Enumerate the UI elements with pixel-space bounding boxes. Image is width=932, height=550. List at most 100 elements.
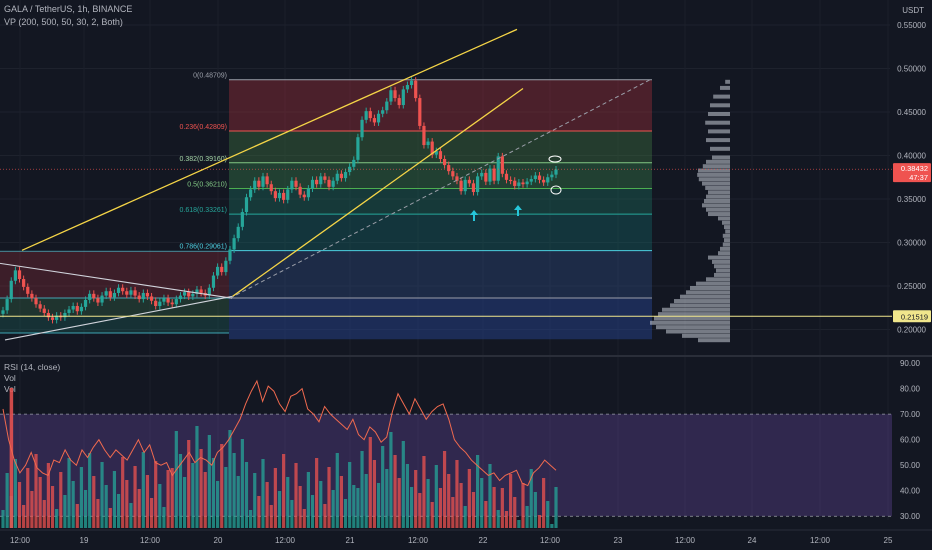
volume-bar — [475, 455, 480, 528]
rsi-tick-label: 30.00 — [900, 512, 921, 521]
candle-body — [302, 194, 306, 198]
volume-bar — [513, 497, 517, 528]
volume-bar — [104, 485, 108, 528]
volume-bar — [121, 457, 125, 528]
volume-bar — [141, 452, 145, 528]
volume-bar — [480, 478, 484, 528]
candle-body — [372, 118, 377, 123]
volume-bar — [409, 487, 414, 528]
volume-bar — [282, 454, 286, 528]
volume-profile-bar — [722, 233, 730, 238]
candle-body — [170, 302, 174, 305]
volume-profile-bar — [708, 190, 730, 195]
volume-bar — [240, 439, 244, 528]
volume-bar — [529, 469, 533, 528]
time-tick-label: 22 — [479, 536, 488, 545]
candle-body — [79, 306, 84, 312]
candle-body — [513, 180, 517, 186]
candle-body — [356, 137, 360, 160]
volume-bar — [389, 432, 393, 528]
candle-body — [409, 80, 414, 86]
candle-body — [517, 182, 521, 186]
ellipse-marker-icon — [548, 155, 562, 163]
candle-body — [467, 179, 471, 184]
volume-profile-bar — [712, 259, 730, 264]
time-tick-label: 25 — [884, 536, 893, 545]
volume-profile-bar — [708, 255, 730, 260]
volume-bar — [335, 453, 339, 528]
volume-bar — [191, 463, 195, 528]
volume-profile-bar — [697, 172, 730, 177]
volume-profile-bar — [713, 94, 730, 99]
candle-body — [294, 180, 298, 187]
candle-body — [30, 293, 34, 299]
volume-bar — [488, 464, 492, 528]
candle-body — [34, 298, 38, 305]
candle-body — [492, 168, 496, 181]
candle-body — [546, 177, 550, 183]
volume-bar — [442, 451, 447, 528]
volume-profile-bar — [720, 85, 730, 90]
volume-bar — [496, 510, 500, 528]
volume-profile-bar — [670, 303, 730, 308]
volume-bar — [471, 492, 476, 528]
candle-body — [529, 178, 533, 182]
price-tick-label: 0.20000 — [897, 326, 926, 335]
volume-profile-bar — [708, 129, 730, 134]
volume-bar — [447, 474, 451, 528]
fib-zone — [229, 188, 652, 215]
volume-profile-bar — [710, 103, 730, 108]
volume-bar — [533, 492, 537, 528]
volume-bar — [30, 491, 34, 528]
volume-bar — [1, 510, 5, 528]
volume-bar — [397, 478, 401, 528]
volume-bar — [125, 480, 129, 528]
candle-body — [187, 292, 191, 297]
candle-body — [389, 90, 393, 102]
candle-body — [174, 299, 178, 305]
candle-body — [104, 291, 108, 296]
candle-body — [22, 279, 26, 287]
candle-body — [405, 85, 410, 90]
volume-profile-bar — [725, 229, 730, 234]
volume-bar — [331, 490, 335, 528]
volume-profile-bar — [696, 281, 730, 286]
rsi-tick-label: 90.00 — [900, 359, 921, 368]
volume-bar — [525, 506, 529, 528]
price-tick-label: 0.45000 — [897, 108, 926, 117]
candle-body — [5, 299, 9, 311]
volume-bar — [137, 489, 141, 528]
volume-bar — [418, 493, 422, 528]
fib-trend-diagonal — [229, 79, 651, 299]
price-tick-label: 0.25000 — [897, 282, 926, 291]
volume-profile-bar — [666, 329, 730, 334]
candle-body — [46, 312, 50, 318]
candle-body — [401, 89, 405, 106]
volume-bar — [405, 464, 410, 528]
ellipse-marker-icon — [550, 185, 562, 195]
volume-profile-bar — [714, 264, 730, 269]
candle-body — [521, 182, 525, 185]
candle-body — [442, 158, 447, 166]
candle-body — [253, 180, 257, 190]
volume-bar — [88, 453, 92, 528]
volume-bar — [323, 504, 327, 528]
volume-bar — [244, 462, 249, 528]
volume-bar — [249, 510, 253, 528]
candle-body — [232, 238, 236, 250]
volume-bar — [22, 505, 26, 528]
candle-body — [145, 292, 150, 297]
volume-bar — [484, 501, 488, 528]
candle-body — [182, 292, 187, 296]
volume-profile-bar — [724, 238, 730, 243]
level-badge-text: 0.21519 — [901, 312, 928, 321]
candle-body — [471, 183, 476, 193]
volume-bar — [509, 474, 513, 528]
candle-body — [343, 172, 348, 179]
candle-body — [533, 175, 537, 179]
candle-body — [215, 266, 220, 276]
volume-profile-bar — [722, 242, 730, 247]
volume-bar — [149, 498, 154, 528]
candle-body — [397, 98, 401, 106]
